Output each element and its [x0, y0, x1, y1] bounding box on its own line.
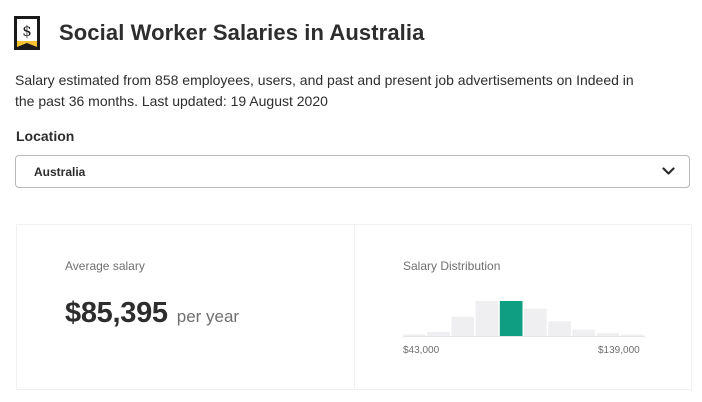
svg-text:$: $: [22, 22, 32, 40]
salary-distribution-histogram: [403, 301, 645, 337]
histogram-bar: [548, 321, 571, 336]
header: $ Social Worker Salaries in Australia: [14, 16, 424, 50]
histogram-bar: [475, 301, 499, 336]
distribution-label: Salary Distribution: [403, 259, 501, 273]
histogram-bar: [524, 308, 547, 336]
distribution-min-label: $43,000: [403, 345, 440, 356]
salary-document-icon: $: [14, 16, 40, 50]
page-title: Social Worker Salaries in Australia: [59, 20, 425, 45]
histogram-bar: [451, 316, 475, 337]
histogram-bar: [403, 334, 426, 337]
location-selected-value: Australia: [34, 164, 86, 179]
salary-period: per year: [176, 307, 240, 326]
histogram-bar: [620, 334, 644, 336]
location-dropdown[interactable]: Australia: [15, 155, 690, 188]
average-salary-panel: Average salary $85,395 per year: [17, 225, 355, 389]
salary-description: Salary estimated from 858 employees, use…: [15, 72, 634, 109]
histogram-bar-highlighted: [499, 301, 523, 336]
average-salary-label: Average salary: [65, 259, 145, 273]
chevron-down-icon: [662, 167, 675, 175]
histogram-bar: [596, 333, 620, 336]
histogram-bar: [427, 331, 450, 336]
average-salary-row: $85,395 per year: [65, 297, 239, 330]
histogram-bar: [572, 329, 596, 336]
average-salary-amount: $85,395: [65, 297, 168, 329]
salary-distribution-panel: Salary Distribution $43,000 $139,000: [355, 225, 691, 389]
location-label: Location: [16, 128, 75, 144]
distribution-max-label: $139,000: [598, 345, 640, 356]
salary-summary-card: Average salary $85,395 per year Salary D…: [16, 224, 692, 390]
